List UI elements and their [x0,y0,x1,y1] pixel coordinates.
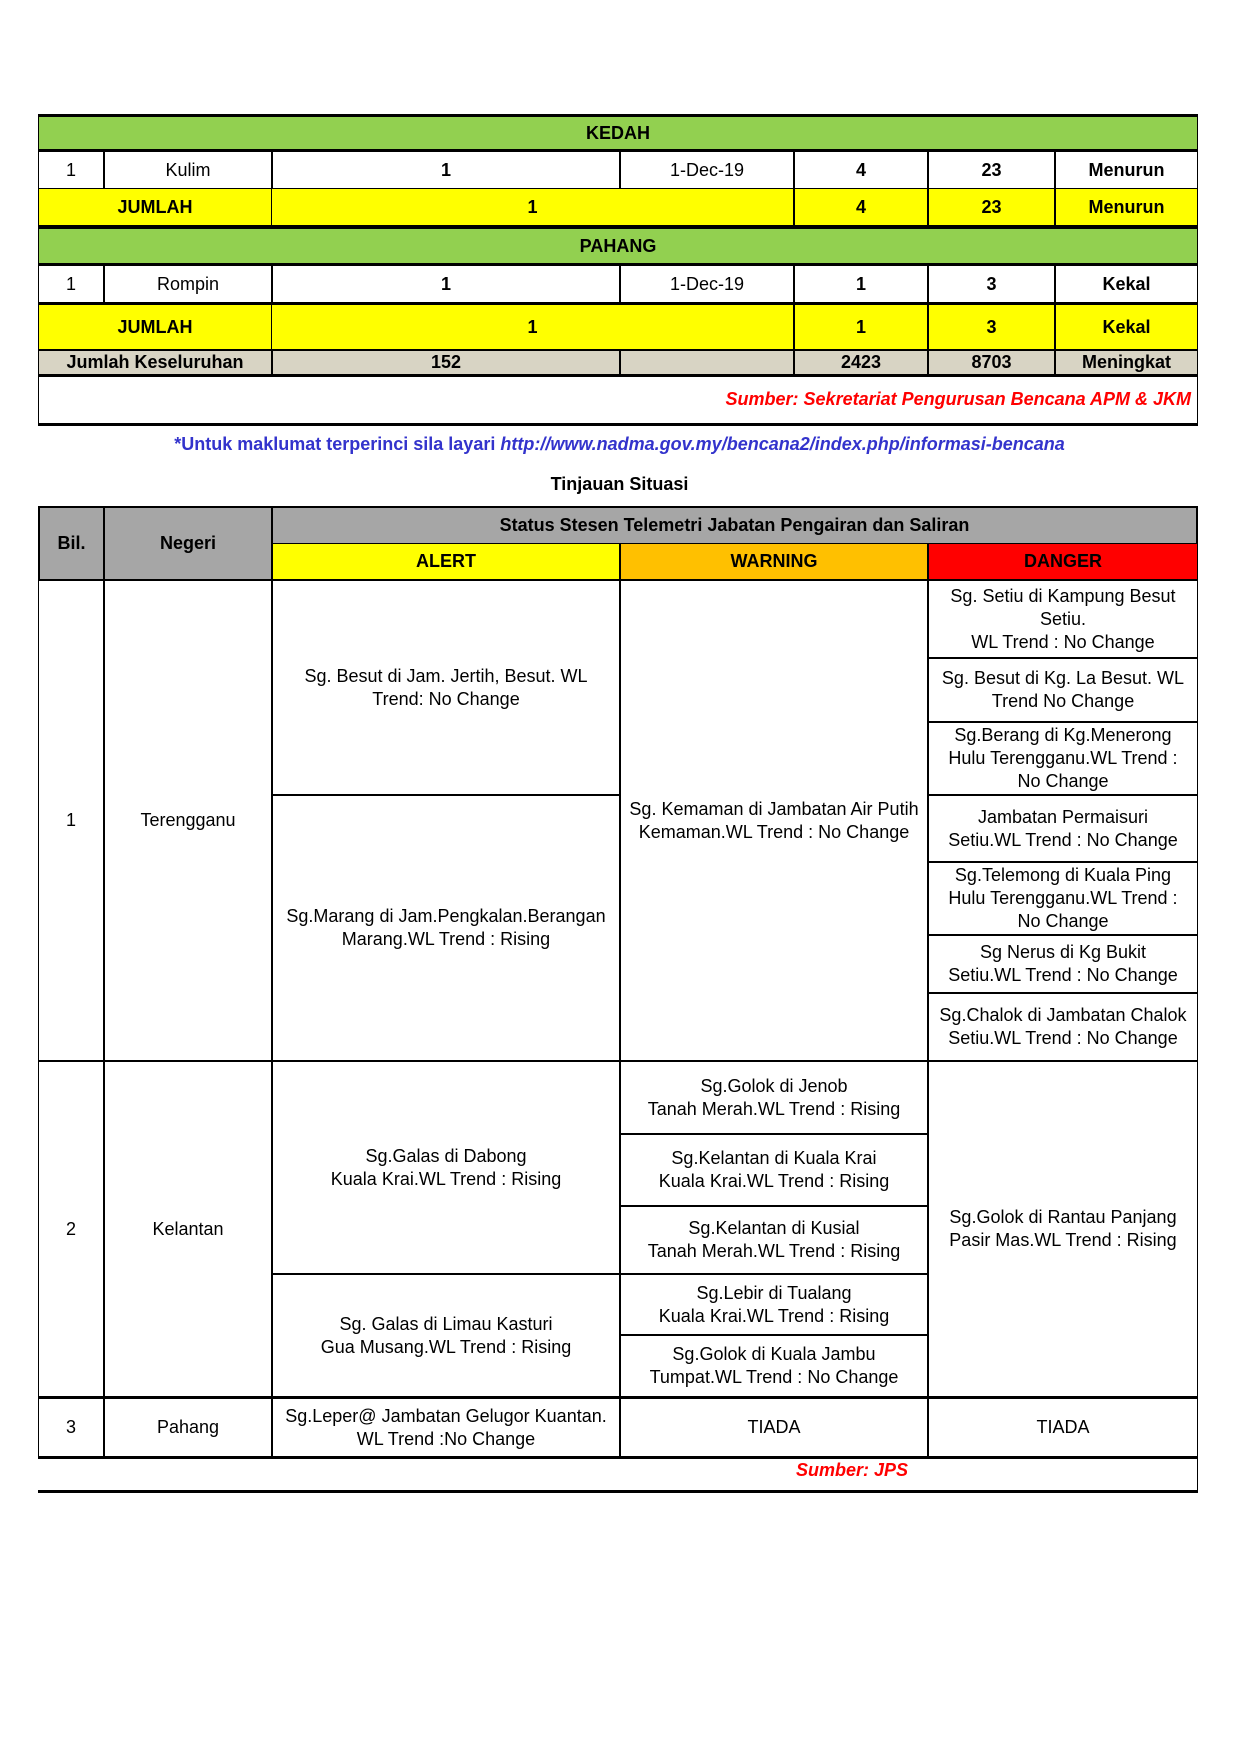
situation-source: Sumber: JPS [796,1460,909,1480]
situation-title: Tinjauan Situasi [550,474,689,494]
kedah-total-count: 1 [272,188,794,226]
pahang-count: 1 [272,265,620,303]
row-bil: 2 [38,1061,104,1399]
summary-source-row: Sumber: Sekretariat Pengurusan Bencana A… [38,376,1198,426]
pahang-trend: Kekal [1055,265,1198,303]
kedah-district: Kulim [104,151,272,189]
row-negeri: Kelantan [104,1061,272,1399]
alert-station: Sg.Marang di Jam.Pengkalan.Berangan Mara… [272,795,620,1062]
warning-station: TIADA [620,1398,928,1459]
alert-station: Sg. Galas di Limau Kasturi Gua Musang.WL… [272,1274,620,1399]
grand-total-families: 2423 [794,350,928,377]
grand-total-date [620,350,794,377]
alert-station: Sg. Besut di Jam. Jertih, Besut. WL Tren… [272,580,620,796]
header-negeri: Negeri [104,506,272,581]
alert-station: Sg.Leper@ Jambatan Gelugor Kuantan. WL T… [272,1398,620,1459]
warning-station: Sg.Golok di Kuala Jambu Tumpat.WL Trend … [620,1335,928,1399]
pahang-header: PAHANG [38,226,1198,266]
kedah-date: 1-Dec-19 [620,151,794,189]
row-bil: 1 [38,580,104,1062]
pahang-date: 1-Dec-19 [620,265,794,303]
info-note-link[interactable]: http://www.nadma.gov.my/bencana2/index.p… [500,434,1065,454]
pahang-total-victims: 3 [928,302,1055,352]
pahang-families: 1 [794,265,928,303]
pahang-district: Rompin [104,265,272,303]
header-bil: Bil. [38,506,104,581]
danger-station: Sg.Golok di Rantau Panjang Pasir Mas.WL … [928,1061,1198,1399]
header-warning: WARNING [620,543,928,581]
kedah-total-trend: Menurun [1055,188,1198,226]
kedah-families: 4 [794,151,928,189]
row-negeri: Pahang [104,1398,272,1459]
pahang-total-families: 1 [794,302,928,352]
info-note: *Untuk maklumat terperinci sila layari h… [0,434,1239,455]
situation-source-row: Sumber: JPS [38,1458,1198,1493]
alert-station: Sg.Galas di Dabong Kuala Krai.WL Trend :… [272,1061,620,1275]
kedah-trend: Menurun [1055,151,1198,189]
danger-station: Sg.Berang di Kg.Menerong Hulu Terengganu… [928,722,1198,796]
danger-station: Sg. Besut di Kg. La Besut. WL Trend No C… [928,658,1198,723]
kedah-victims: 23 [928,151,1055,189]
danger-station: Jambatan Permaisuri Setiu.WL Trend : No … [928,795,1198,863]
danger-station: Sg.Chalok di Jambatan Chalok Setiu.WL Tr… [928,993,1198,1062]
kedah-total-label: JUMLAH [38,188,272,226]
pahang-bil: 1 [38,265,104,303]
danger-station: Sg. Setiu di Kampung Besut Setiu. WL Tre… [928,580,1198,659]
kedah-count: 1 [272,151,620,189]
row-bil: 3 [38,1398,104,1459]
danger-station: TIADA [928,1398,1198,1459]
pahang-total-trend: Kekal [1055,302,1198,352]
warning-station: Sg.Golok di Jenob Tanah Merah.WL Trend :… [620,1061,928,1135]
danger-station: Sg Nerus di Kg Bukit Setiu.WL Trend : No… [928,935,1198,994]
header-alert: ALERT [272,543,620,581]
grand-total-count: 152 [272,350,620,377]
pahang-total-label: JUMLAH [38,302,272,352]
grand-total-label: Jumlah Keseluruhan [38,350,272,377]
header-status: Status Stesen Telemetri Jabatan Pengaira… [272,506,1198,544]
header-danger: DANGER [928,543,1198,581]
kedah-total-victims: 23 [928,188,1055,226]
warning-station: Sg.Kelantan di Kuala Krai Kuala Krai.WL … [620,1134,928,1207]
kedah-header: KEDAH [38,114,1198,152]
grand-total-trend: Meningkat [1055,350,1198,377]
warning-station: Sg. Kemaman di Jambatan Air Putih Kemama… [620,580,928,1062]
danger-station: Sg.Telemong di Kuala Ping Hulu Terenggan… [928,862,1198,936]
kedah-bil: 1 [38,151,104,189]
info-note-prefix: *Untuk maklumat terperinci sila layari [174,434,501,454]
grand-total-victims: 8703 [928,350,1055,377]
kedah-total-families: 4 [794,188,928,226]
warning-station: Sg.Kelantan di Kusial Tanah Merah.WL Tre… [620,1206,928,1275]
summary-source: Sumber: Sekretariat Pengurusan Bencana A… [725,389,1191,409]
warning-station: Sg.Lebir di Tualang Kuala Krai.WL Trend … [620,1274,928,1336]
pahang-victims: 3 [928,265,1055,303]
pahang-total-count: 1 [272,302,794,352]
row-negeri: Terengganu [104,580,272,1062]
